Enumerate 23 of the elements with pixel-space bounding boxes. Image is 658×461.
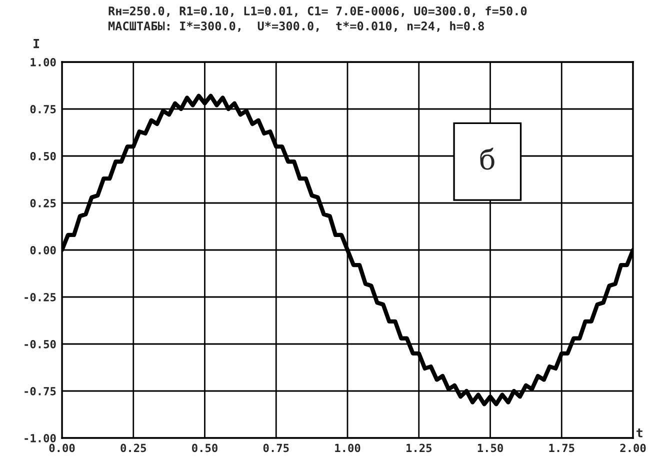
y-tick-label: -0.50: [24, 340, 56, 348]
y-axis-title: I: [34, 39, 40, 48]
y-tick-label: -0.75: [24, 386, 56, 396]
y-tick-label: 0.25: [30, 198, 56, 208]
annotation: б: [480, 148, 494, 170]
x-tick-label: 0.50: [192, 444, 218, 452]
y-tick-label: 1.00: [30, 58, 56, 66]
y-tick-label: 0.75: [30, 104, 56, 114]
x-tick-label: 1.75: [549, 444, 574, 452]
x-axis-title: t: [636, 428, 642, 438]
y-tick-label: 0.50: [30, 152, 56, 160]
y-tick-label: -0.25: [24, 292, 56, 302]
y-tick-label: 0.00: [30, 246, 56, 254]
y-tick-label: -1.00: [24, 434, 56, 442]
chart-title: Rн=250.0, R1=0.10, L1=0.01, C1= 7.0E-0006, U0=300.0, f=50.0: [108, 6, 527, 17]
x-tick-label: 2.00: [620, 444, 646, 452]
x-tick-label: 1.00: [335, 444, 360, 452]
x-tick-label: 0.75: [263, 444, 289, 452]
x-tick-label: 1.50: [478, 444, 503, 452]
x-tick-label: 0.25: [120, 444, 146, 452]
x-tick-label: 0.00: [49, 444, 75, 452]
x-tick-label: 1.25: [406, 444, 432, 452]
chart-subtitle: МАСШТАБЫ: I*=300.0, U*=300.0, t*=0.010, n=24, h=0.8: [108, 21, 484, 32]
